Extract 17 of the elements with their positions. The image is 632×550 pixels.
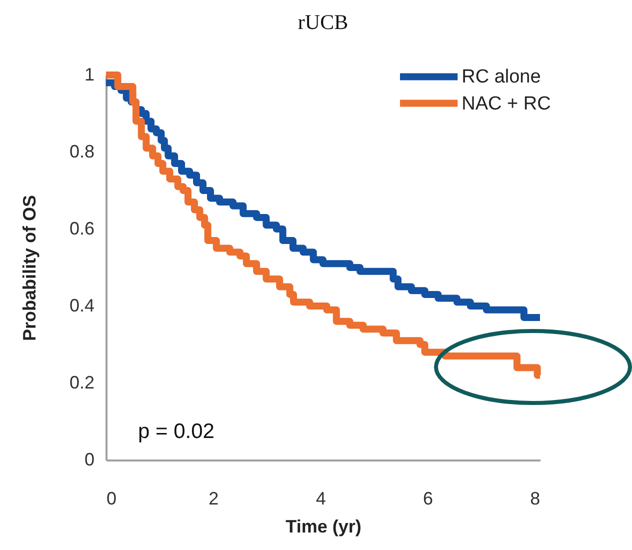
legend-label: NAC + RC [462,93,551,114]
annotation: p = 0.02 [138,420,214,443]
chart-title: rUCB [298,10,348,34]
x-tick-label: 8 [530,488,540,508]
y-tick-label: 0.6 [69,218,94,238]
y-tick-label: 0 [84,450,94,470]
y-tick-label: 1 [84,64,94,84]
x-tick-label: 2 [208,488,219,508]
x-tick-label: 0 [106,488,117,508]
y-tick-label: 0.4 [69,296,94,316]
x-tick-label: 6 [422,488,433,508]
y-axis-title: Probability of OS [19,194,40,342]
legend-label: RC alone [462,66,541,88]
y-tick-label: 0.8 [69,142,94,162]
x-tick-label: 4 [316,488,326,508]
x-axis-title: Time (yr) [286,516,362,536]
y-tick-label: 0.2 [69,372,94,392]
